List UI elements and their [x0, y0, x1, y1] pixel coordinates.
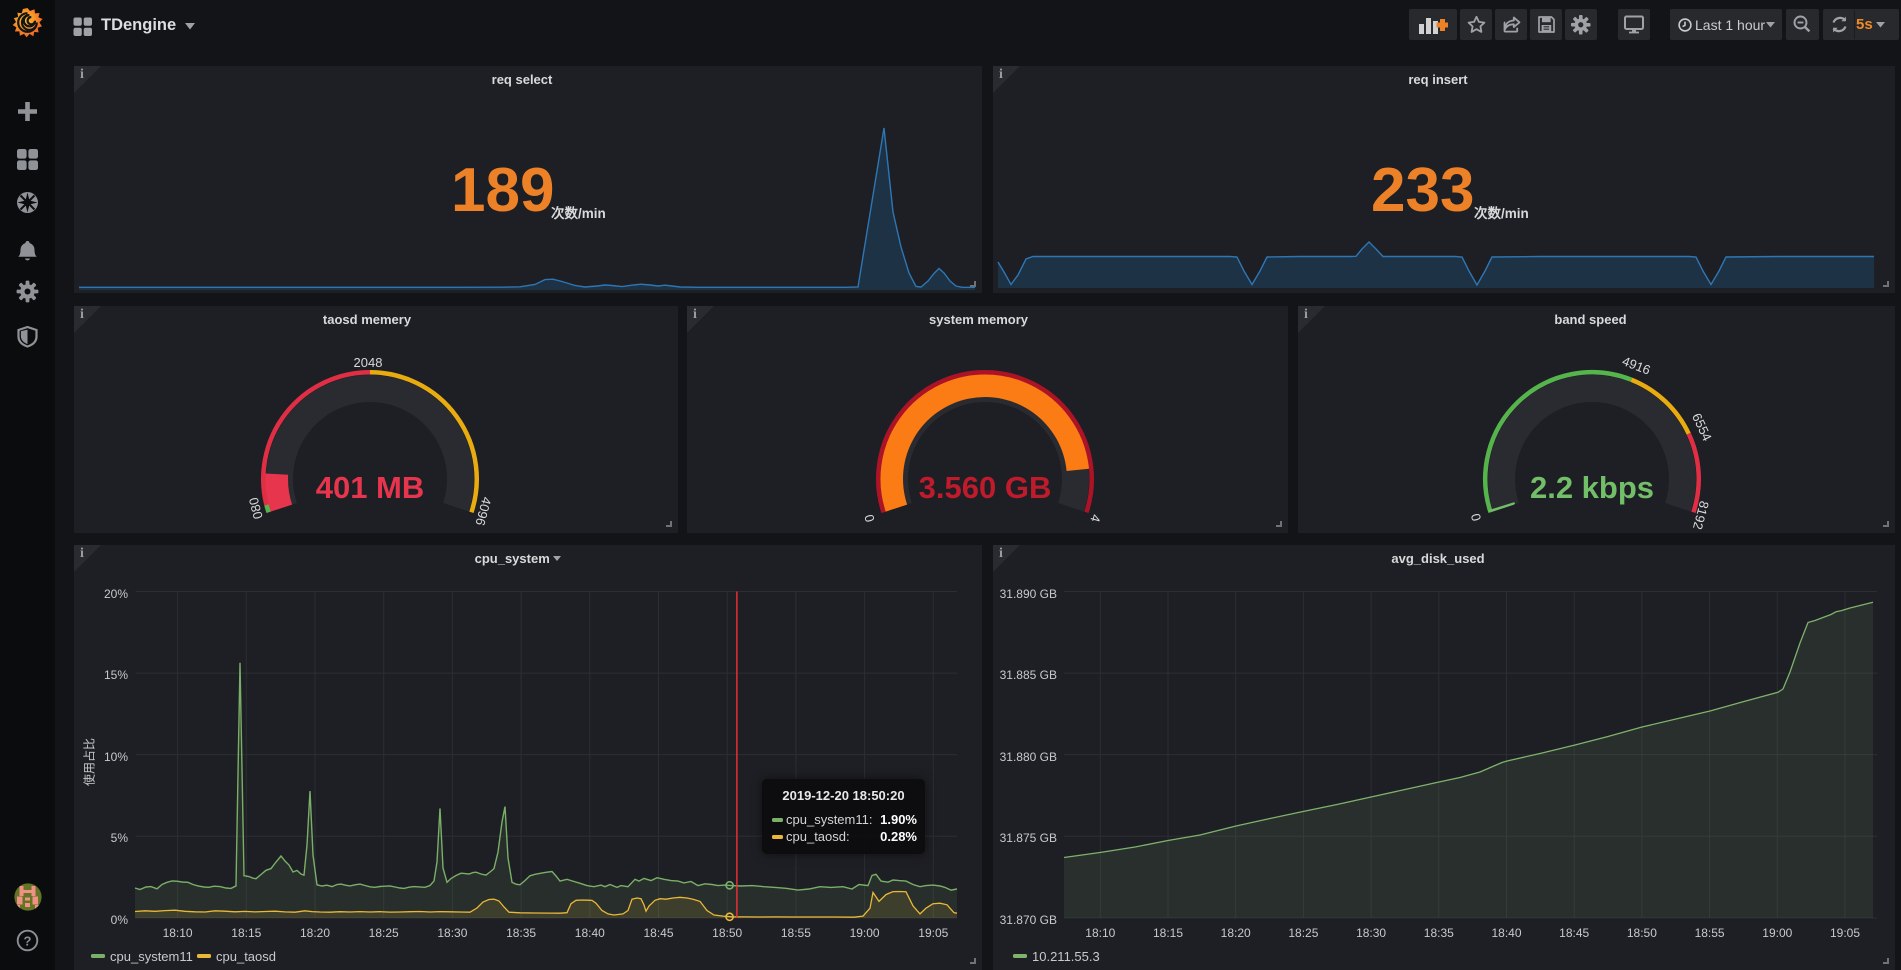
svg-text:?: ? [24, 933, 32, 948]
svg-text:2.2 kbps: 2.2 kbps [1530, 470, 1654, 505]
svg-text:4096: 4096 [473, 495, 495, 527]
svg-text:080: 080 [246, 496, 266, 521]
svg-text:401 MB: 401 MB [316, 470, 425, 505]
svg-text:4: 4 [1087, 513, 1103, 524]
svg-text:3.560 GB: 3.560 GB [919, 470, 1052, 505]
svg-text:0: 0 [1468, 512, 1484, 523]
svg-text:8192: 8192 [1690, 499, 1712, 531]
svg-text:2048: 2048 [354, 355, 383, 370]
svg-text:0: 0 [861, 513, 877, 524]
